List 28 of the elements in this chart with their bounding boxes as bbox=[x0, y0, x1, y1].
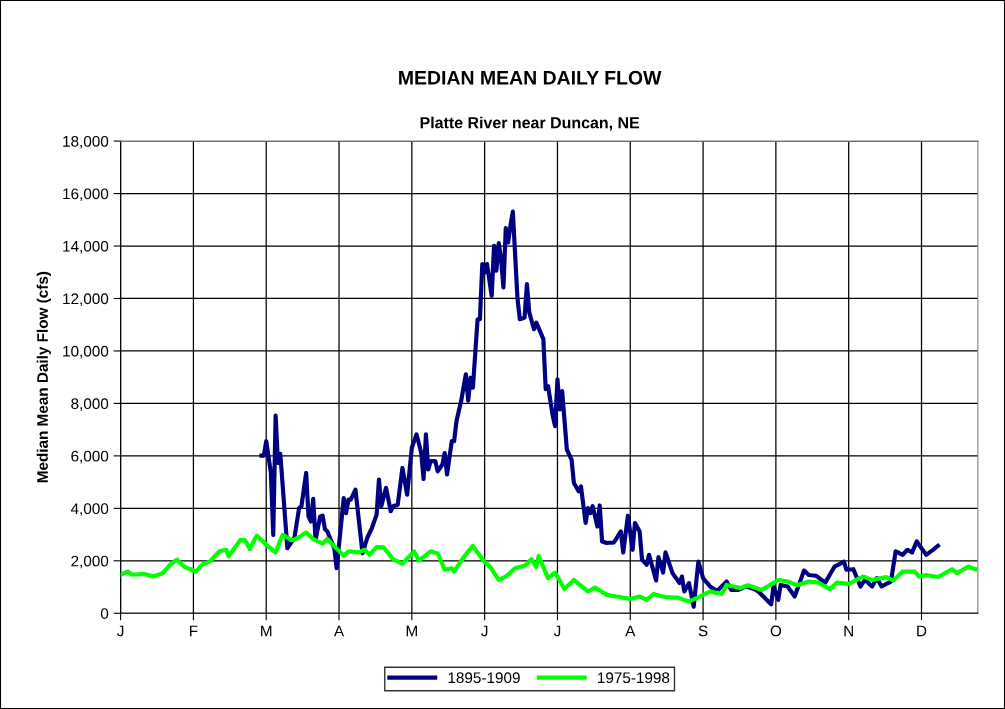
x-tick-label: O bbox=[770, 625, 782, 637]
x-tick-label: J bbox=[117, 625, 124, 637]
x-tick-label: M bbox=[261, 625, 272, 637]
chart-title: MEDIAN MEAN DAILY FLOW bbox=[399, 70, 662, 85]
x-tick-label: F bbox=[190, 625, 198, 637]
legend-label: 1895-1909 bbox=[448, 672, 520, 684]
chart-subtitle: Platte River near Duncan, NE bbox=[420, 116, 640, 131]
x-tick-label: N bbox=[844, 625, 853, 637]
x-tick-label: D bbox=[917, 625, 927, 637]
y-axis-title: Median Mean Daily Flow (cfs) bbox=[36, 271, 51, 483]
x-tick-label: M bbox=[406, 625, 417, 637]
y-tick-label: 4,000 bbox=[70, 503, 109, 516]
x-tick-label: S bbox=[698, 625, 708, 637]
y-tick-label: 16,000 bbox=[63, 188, 109, 202]
x-tick-label: J bbox=[481, 625, 488, 637]
y-tick-label: 0 bbox=[100, 608, 109, 619]
x-tick-label: J bbox=[553, 625, 561, 637]
line-series bbox=[259, 209, 941, 609]
y-tick-label: 8,000 bbox=[71, 398, 109, 411]
y-tick-label: 10,000 bbox=[63, 345, 109, 359]
x-tick-label: A bbox=[333, 625, 345, 637]
y-tick-label: 6,000 bbox=[71, 450, 109, 464]
legend-label: 1975-1998 bbox=[598, 672, 670, 684]
y-tick-label: 14,000 bbox=[63, 240, 109, 254]
x-tick-label: A bbox=[625, 625, 636, 637]
y-tick-label: 2,000 bbox=[71, 555, 109, 569]
y-tick-label: 18,000 bbox=[63, 135, 109, 149]
y-tick-label: 12,000 bbox=[63, 293, 109, 306]
